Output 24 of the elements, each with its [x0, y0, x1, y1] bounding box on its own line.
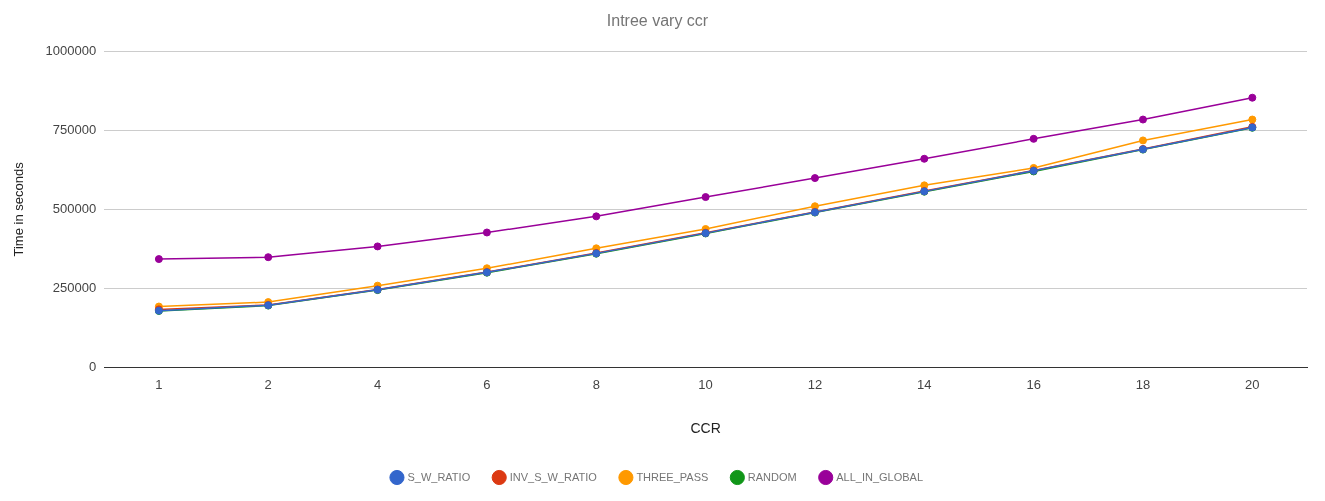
- y-tick-label: 250000: [52, 280, 97, 296]
- x-tick-label: 12: [807, 376, 823, 392]
- x-tick-label: 10: [698, 376, 713, 392]
- y-tick-label: 1000000: [45, 42, 97, 58]
- y-tick-label: 750000: [52, 121, 97, 137]
- y-axis-title: Time in seconds: [11, 161, 27, 257]
- x-tick-label: 18: [1135, 376, 1151, 392]
- y-tick-label: 0: [88, 359, 97, 375]
- chart-title: Intree vary ccr: [606, 12, 709, 30]
- legend-label: INV_S_W_RATIO: [509, 470, 598, 483]
- x-tick-label: 20: [1245, 376, 1260, 392]
- legend-label: S_W_RATIO: [407, 470, 471, 483]
- x-tick-label: 1: [155, 376, 163, 392]
- legend-label: THREE_PASS: [636, 470, 709, 483]
- x-tick-label: 8: [592, 376, 600, 392]
- x-tick-label: 2: [264, 376, 272, 392]
- legend-label: RANDOM: [747, 470, 797, 483]
- y-tick-label: 500000: [52, 200, 97, 216]
- x-tick-label: 6: [483, 376, 491, 392]
- x-tick-label: 4: [373, 376, 382, 392]
- x-axis-title: CCR: [690, 420, 721, 437]
- x-tick-label: 16: [1026, 376, 1041, 392]
- legend-label: ALL_IN_GLOBAL: [836, 470, 924, 483]
- x-tick-label: 14: [917, 376, 932, 392]
